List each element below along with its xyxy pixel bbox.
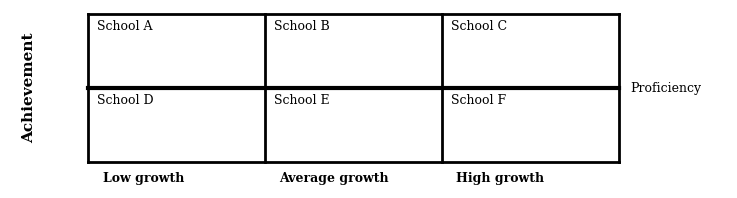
Text: High growth: High growth xyxy=(456,172,545,185)
Text: Proficiency: Proficiency xyxy=(630,82,702,95)
Text: School C: School C xyxy=(451,20,507,33)
Text: School A: School A xyxy=(97,20,153,33)
Text: Achievement: Achievement xyxy=(23,33,36,143)
Text: School B: School B xyxy=(274,20,330,33)
Text: School E: School E xyxy=(274,94,329,107)
Text: Average growth: Average growth xyxy=(279,172,389,185)
Text: School F: School F xyxy=(451,94,506,107)
Text: School D: School D xyxy=(97,94,154,107)
Text: Low growth: Low growth xyxy=(102,172,184,185)
